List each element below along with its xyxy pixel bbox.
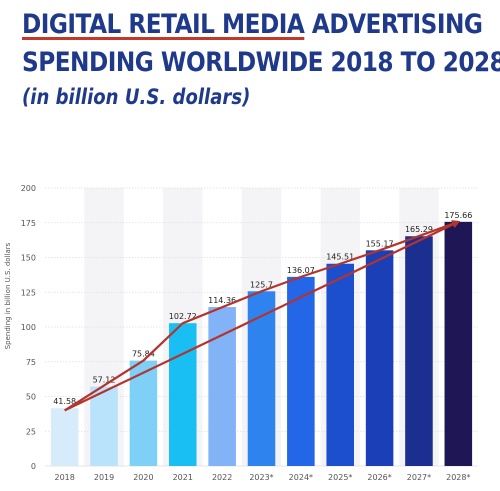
data-labels: 41.58 57.12 75.84 102.72 114.36 125.7 136.07 14… — [53, 211, 472, 406]
y-tick-label: 25 — [26, 427, 36, 436]
bar — [90, 386, 118, 466]
bars — [50, 221, 473, 466]
y-tick-label: 150 — [21, 254, 36, 263]
x-tick-label: 2022 — [212, 473, 232, 482]
bar — [444, 221, 473, 466]
data-label: 145.51 — [326, 253, 354, 262]
x-tick-label: 2027* — [407, 473, 431, 482]
x-axis-ticks: 2018 2019 2020 2021 2022 2023* 2024* 2025* 2026*… — [55, 473, 471, 482]
y-tick-label: 125 — [21, 288, 36, 297]
bar-chart: 0 25 50 75 100 125 150 175 200 Spending in billi… — [4, 184, 478, 482]
trend-arrows — [64, 220, 461, 412]
bar — [208, 307, 236, 466]
data-label: 155.17 — [366, 239, 394, 248]
chart-title-line-1: DIGITAL RETAIL MEDIA ADVERTISING — [22, 6, 483, 44]
data-label: 57.12 — [93, 376, 116, 385]
data-label: 75.84 — [132, 350, 155, 359]
y-tick-label: 175 — [21, 219, 36, 228]
data-label: 114.36 — [208, 296, 236, 305]
chart-subtitle: (in billion U.S. dollars) — [22, 85, 251, 109]
x-tick-label: 2028* — [446, 473, 470, 482]
title-rest-text: ADVERTISING — [304, 9, 483, 40]
x-tick-label: 2021 — [173, 473, 193, 482]
y-tick-label: 0 — [31, 462, 36, 471]
bar — [168, 323, 197, 466]
title-underlined-text: DIGITAL RETAIL MEDIA — [22, 9, 305, 40]
bar — [287, 276, 315, 466]
x-tick-label: 2019 — [94, 473, 114, 482]
bar — [50, 408, 79, 466]
data-label: 165.29 — [405, 225, 433, 234]
x-tick-label: 2024* — [289, 473, 313, 482]
trend-arrow-curve — [64, 220, 461, 412]
data-label: 102.72 — [169, 312, 197, 321]
chart-title-line-2: SPENDING WORLDWIDE 2018 TO 2028 — [22, 47, 500, 78]
x-tick-label: 2020 — [133, 473, 153, 482]
bar — [247, 291, 276, 466]
data-label: 136.07 — [287, 266, 315, 275]
y-tick-label: 50 — [26, 393, 36, 402]
y-axis-ticks: 0 25 50 75 100 125 150 175 200 — [21, 184, 36, 471]
x-tick-label: 2023* — [249, 473, 273, 482]
y-tick-label: 75 — [26, 358, 36, 367]
y-axis-title: Spending in billion U.S. dollars — [4, 242, 12, 349]
trend-arrow-straight — [64, 220, 461, 412]
x-tick-label: 2018 — [55, 473, 75, 482]
bar — [326, 263, 355, 466]
data-label: 41.58 — [53, 397, 76, 406]
x-tick-label: 2026* — [367, 473, 391, 482]
y-tick-label: 100 — [21, 323, 36, 332]
y-tick-label: 200 — [21, 184, 36, 193]
bar — [405, 236, 433, 466]
bar — [365, 250, 394, 466]
title-block: DIGITAL RETAIL MEDIA ADVERTISING SPENDIN… — [22, 6, 500, 112]
data-label: 175.66 — [444, 211, 472, 220]
data-label: 125.7 — [250, 280, 273, 289]
x-tick-label: 2025* — [328, 473, 352, 482]
